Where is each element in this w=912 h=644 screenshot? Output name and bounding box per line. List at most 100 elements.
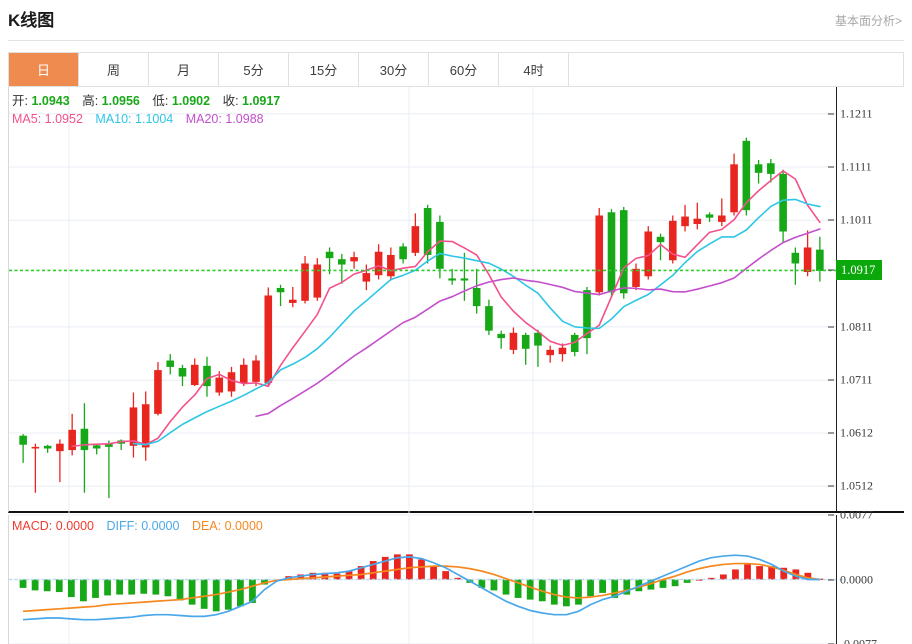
macd-bar-48[interactable] — [599, 579, 606, 593]
candle-43[interactable] — [546, 345, 554, 363]
candle-18[interactable] — [239, 358, 248, 387]
macd-bar-63[interactable] — [780, 567, 788, 580]
candlestick-plot[interactable] — [9, 87, 905, 513]
tab-6[interactable]: 60分 — [429, 53, 499, 86]
macd-bar-13[interactable] — [176, 579, 184, 601]
candle-23[interactable] — [301, 256, 309, 304]
macd-bar-41[interactable] — [514, 579, 522, 598]
candle-62[interactable] — [779, 169, 787, 243]
candle-58[interactable] — [730, 153, 738, 216]
macd-bar-12[interactable] — [164, 579, 172, 597]
macd-bar-50[interactable] — [623, 579, 631, 595]
macd-bar-2[interactable] — [43, 579, 51, 592]
candle-10[interactable] — [141, 391, 150, 461]
candle-11[interactable] — [154, 362, 162, 416]
macd-bar-46[interactable] — [575, 579, 582, 605]
macd-bar-38[interactable] — [478, 579, 486, 588]
candle-1[interactable] — [31, 443, 40, 493]
candle-44[interactable] — [558, 343, 567, 362]
macd-bar-34[interactable] — [430, 566, 437, 580]
macd-plot[interactable] — [9, 514, 905, 644]
candle-35[interactable] — [448, 268, 456, 285]
macd-bar-11[interactable] — [152, 579, 160, 595]
macd-bar-44[interactable] — [550, 579, 558, 605]
candle-55[interactable] — [693, 202, 702, 230]
macd-bar-10[interactable] — [140, 579, 148, 594]
macd-bar-15[interactable] — [200, 579, 208, 609]
candle-21[interactable] — [276, 284, 285, 307]
macd-bar-14[interactable] — [188, 579, 196, 605]
candle-56[interactable] — [705, 212, 714, 222]
candle-17[interactable] — [227, 366, 236, 397]
candle-24[interactable] — [313, 258, 322, 301]
tab-1[interactable]: 周 — [79, 53, 149, 86]
macd-bar-4[interactable] — [67, 579, 75, 598]
candle-9[interactable] — [129, 392, 138, 458]
candle-34[interactable] — [436, 215, 444, 279]
macd-bar-35[interactable] — [442, 571, 450, 580]
candle-57[interactable] — [718, 198, 726, 227]
candle-3[interactable] — [56, 439, 64, 483]
candle-60[interactable] — [754, 160, 763, 184]
macd-bar-29[interactable] — [369, 561, 377, 580]
candle-15[interactable] — [203, 356, 211, 397]
macd-bar-59[interactable] — [732, 569, 739, 580]
tab-5[interactable]: 30分 — [359, 53, 429, 86]
macd-bar-6[interactable] — [92, 579, 99, 598]
macd-bar-18[interactable] — [237, 579, 244, 607]
macd-bar-49[interactable] — [611, 579, 619, 598]
candle-46[interactable] — [583, 286, 591, 355]
macd-bar-9[interactable] — [128, 579, 136, 595]
fundamental-analysis-link[interactable]: 基本面分析> — [834, 14, 902, 28]
macd-bar-40[interactable] — [502, 579, 510, 595]
candle-28[interactable] — [362, 264, 371, 291]
macd-bar-28[interactable] — [357, 566, 365, 580]
candle-39[interactable] — [497, 330, 505, 349]
macd-bar-33[interactable] — [418, 559, 425, 580]
candle-7[interactable] — [105, 440, 113, 499]
candle-63[interactable] — [791, 247, 800, 285]
tab-0[interactable]: 日 — [9, 53, 79, 86]
candle-12[interactable] — [166, 354, 175, 375]
macd-bar-42[interactable] — [526, 579, 534, 600]
macd-bar-58[interactable] — [719, 574, 727, 580]
tab-7[interactable]: 4时 — [499, 53, 569, 86]
candle-65[interactable] — [816, 236, 824, 282]
candle-29[interactable] — [374, 244, 383, 280]
candle-53[interactable] — [668, 215, 677, 264]
macd-bar-62[interactable] — [768, 566, 776, 580]
macd-bar-24[interactable] — [309, 572, 317, 580]
macd-bar-61[interactable] — [756, 566, 763, 580]
candle-33[interactable] — [423, 204, 432, 264]
candle-36[interactable] — [460, 252, 469, 301]
candle-32[interactable] — [411, 213, 420, 257]
candle-42[interactable] — [534, 329, 542, 367]
candle-61[interactable] — [767, 158, 775, 183]
candle-26[interactable] — [338, 253, 346, 284]
candle-45[interactable] — [570, 332, 579, 357]
macd-bar-8[interactable] — [116, 579, 124, 595]
candle-27[interactable] — [350, 251, 358, 269]
macd-bar-47[interactable] — [587, 579, 594, 597]
candle-48[interactable] — [607, 209, 616, 298]
tab-4[interactable]: 15分 — [289, 53, 359, 86]
macd-bar-60[interactable] — [744, 564, 751, 580]
candle-49[interactable] — [619, 206, 628, 299]
candle-64[interactable] — [803, 230, 812, 277]
candle-52[interactable] — [656, 233, 665, 261]
macd-bar-7[interactable] — [104, 579, 111, 596]
candle-31[interactable] — [399, 243, 407, 264]
candle-19[interactable] — [252, 355, 260, 387]
candle-0[interactable] — [19, 434, 27, 463]
candle-41[interactable] — [521, 332, 530, 365]
macd-bar-19[interactable] — [249, 579, 256, 603]
candle-50[interactable] — [632, 263, 640, 291]
macd-bar-65[interactable] — [804, 572, 812, 580]
candle-38[interactable] — [485, 299, 493, 335]
candle-14[interactable] — [190, 358, 199, 387]
macd-bar-45[interactable] — [563, 579, 570, 607]
candle-6[interactable] — [92, 444, 101, 455]
macd-bar-36[interactable] — [454, 577, 462, 580]
macd-bar-31[interactable] — [393, 554, 401, 580]
tab-3[interactable]: 5分 — [219, 53, 289, 86]
